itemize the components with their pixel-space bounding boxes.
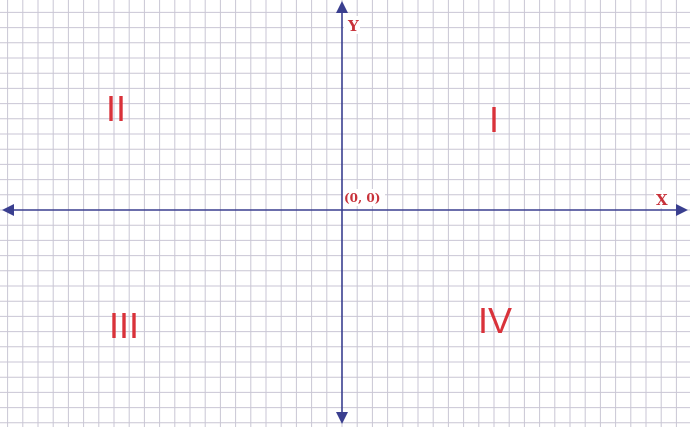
y-axis-label: Y bbox=[347, 17, 359, 35]
x-axis-right-arrow bbox=[676, 204, 688, 216]
quadrant-i-label: I bbox=[489, 99, 499, 140]
quadrant-iii-label: III bbox=[109, 305, 139, 346]
x-axis bbox=[2, 204, 688, 216]
quadrant-ii-label: II bbox=[106, 88, 126, 129]
x-axis-left-arrow bbox=[2, 204, 14, 216]
x-axis-label: X bbox=[656, 191, 668, 209]
quadrant-iv-label: IV bbox=[478, 300, 512, 341]
y-axis bbox=[336, 1, 348, 424]
y-axis-top-arrow bbox=[336, 1, 348, 13]
y-axis-bottom-arrow bbox=[336, 412, 348, 424]
origin-label: (0, 0) bbox=[344, 191, 380, 205]
